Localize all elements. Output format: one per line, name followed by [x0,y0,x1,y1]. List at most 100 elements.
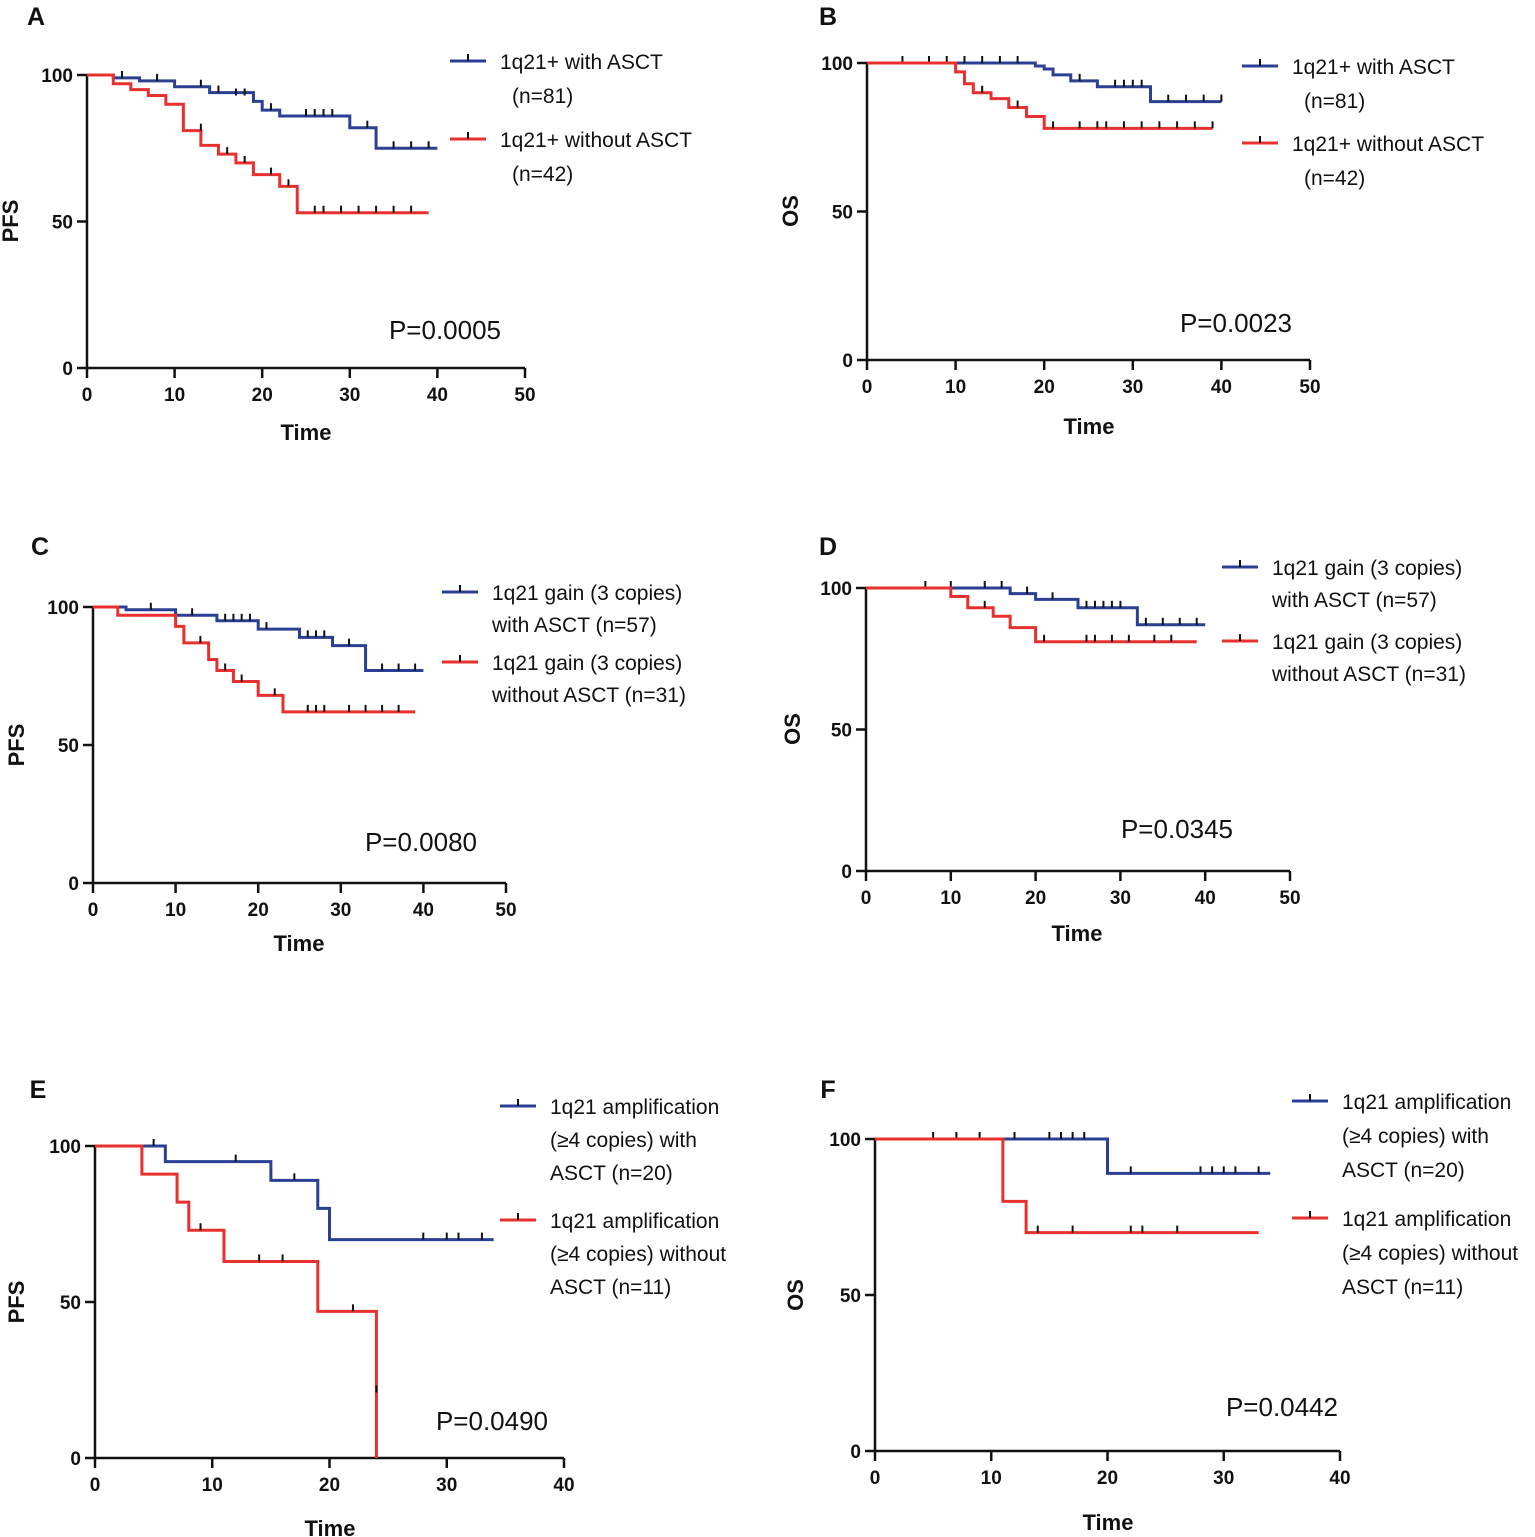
y-tick-label: 100 [820,579,852,600]
survival-curve [866,586,1197,644]
x-axis-title: Time [1064,414,1115,439]
legend: 1q21 amplification (≥4 copies) with ASCT (… [500,1096,726,1299]
legend-label: 1q21 amplification [1342,1091,1511,1114]
x-tick-label: 10 [945,377,966,398]
legend-label: without ASCT (n=31) [1271,663,1466,686]
y-tick-label: 50 [52,213,73,234]
y-axis-title: PFS [4,724,29,767]
survival-curve [95,1144,378,1458]
x-tick-label: 30 [1122,377,1143,398]
legend-label: (n=81) [512,85,573,108]
x-tick-label: 10 [202,1475,223,1496]
survival-curve [87,73,429,215]
series-without-asct [93,605,416,714]
chart-panel-b: B 0 50 100 0 10 20 30 40 50 OS Time 1q21+ with ASCT (… [778,3,1484,439]
legend-label: 1q21+ without ASCT [500,129,692,152]
y-axis-title: PFS [4,1281,29,1324]
series-without-asct [867,61,1214,130]
panel-letter: A [27,3,45,31]
x-tick-label: 20 [248,900,269,921]
x-tick-label: 40 [413,900,434,921]
series-with-asct [867,56,1223,104]
y-tick-label: 0 [70,1449,81,1470]
series-without-asct [87,73,429,215]
panel-letter: D [819,533,837,561]
survival-curve [866,586,1206,627]
survival-curve [875,1137,1271,1175]
x-tick-label: 20 [1097,1468,1118,1489]
x-tick-label: 40 [427,385,448,406]
y-tick-label: 50 [831,721,852,742]
y-axis-title: OS [783,1279,808,1311]
y-tick-label: 100 [41,66,73,87]
y-tick-label: 0 [850,1442,861,1463]
legend-label: (≥4 copies) with [550,1129,697,1152]
x-tick-label: 20 [319,1475,340,1496]
y-tick-label: 0 [841,862,852,883]
legend-label: with ASCT (n=57) [1271,589,1437,612]
y-tick-label: 50 [840,1286,861,1307]
legend-label: 1q21 amplification [1342,1208,1511,1231]
x-tick-label: 30 [339,385,360,406]
x-tick-label: 30 [436,1475,457,1496]
y-axis-title: PFS [0,200,23,243]
x-tick-label: 20 [1034,377,1055,398]
x-tick-label: 30 [330,900,351,921]
legend: 1q21+ with ASCT (n=81) 1q21+ without ASCT (… [1242,56,1484,190]
survival-curve [95,1144,494,1242]
y-tick-label: 50 [60,1293,81,1314]
y-tick-label: 0 [68,874,79,895]
panel-letter: C [31,533,49,561]
legend-label: ASCT (n=20) [1342,1159,1465,1182]
p-value-label: P=0.0490 [436,1406,548,1436]
legend-label: ASCT (n=11) [550,1276,671,1299]
legend: 1q21 gain (3 copies) with ASCT (n=57) 1q21… [442,582,686,707]
y-tick-label: 0 [62,359,73,380]
chart-panel-e: E 0 50 100 0 10 20 30 40 PFS Time 1q21 amplificatio… [4,1076,726,1537]
legend-label: (≥4 copies) without [1342,1242,1518,1265]
x-tick-label: 10 [165,900,186,921]
legend-label: ASCT (n=20) [550,1162,673,1185]
x-tick-label: 0 [88,900,99,921]
survival-curve [867,61,1213,130]
survival-curve [87,73,438,150]
legend: 1q21 amplification (≥4 copies) with ASCT (… [1292,1091,1518,1299]
chart-panel-c: C 0 50 100 0 10 20 30 40 50 PFS Time 1q21 gain (3 co… [4,533,686,956]
x-tick-label: 40 [1211,377,1232,398]
x-tick-label: 0 [90,1475,101,1496]
y-tick-label: 0 [842,351,853,372]
chart-panel-d: D 0 50 100 0 10 20 30 40 50 OS Time 1q21 gain (3 cop… [780,533,1466,946]
legend-label: 1q21 gain (3 copies) [492,652,682,675]
x-axis-title: Time [1052,921,1103,946]
x-tick-label: 40 [553,1475,574,1496]
legend: 1q21+ with ASCT (n=81) 1q21+ without ASCT (… [450,51,692,186]
x-tick-label: 40 [1329,1468,1350,1489]
panel-letter: F [820,1076,835,1104]
p-value-label: P=0.0345 [1121,814,1233,844]
chart-panel-f: F 0 50 100 0 10 20 30 40 OS Time 1q21 amplification… [783,1076,1518,1535]
x-tick-label: 20 [252,385,273,406]
legend-label: (n=42) [512,163,573,186]
x-tick-label: 10 [981,1468,1002,1489]
y-axis-title: OS [780,713,805,745]
legend-label: (n=81) [1304,90,1365,113]
x-axis-title: Time [1083,1510,1134,1535]
x-tick-label: 30 [1110,888,1131,909]
y-tick-label: 100 [821,54,853,75]
p-value-label: P=0.0080 [365,827,477,857]
series-without-asct [95,1144,378,1458]
series-without-asct [875,1137,1259,1235]
panel-letter: B [819,3,837,31]
y-tick-label: 50 [58,736,79,757]
legend-label: with ASCT (n=57) [491,614,657,637]
series-without-asct [866,586,1197,644]
x-tick-label: 50 [514,385,535,406]
x-tick-label: 0 [861,888,872,909]
y-tick-label: 100 [829,1130,861,1151]
chart-panel-a: A 0 50 100 0 10 20 30 40 50 PFS Time 1q21+ with ASCT… [0,3,692,445]
y-tick-label: 100 [49,1137,81,1158]
x-tick-label: 10 [164,385,185,406]
y-tick-label: 100 [47,598,79,619]
legend-label: 1q21 amplification [550,1096,719,1119]
